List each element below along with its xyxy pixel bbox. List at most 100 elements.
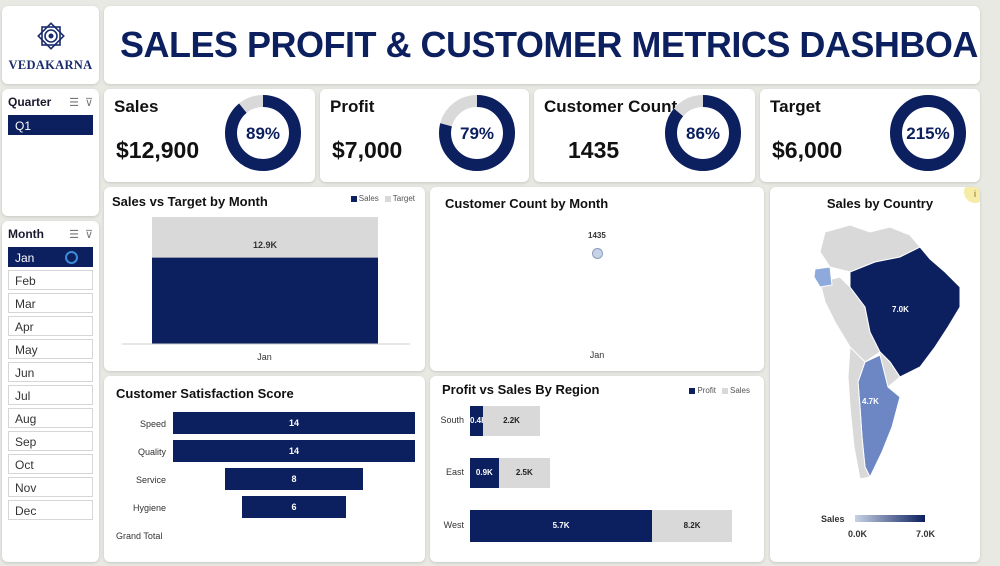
sales-bar bbox=[152, 257, 378, 344]
quarter-slicer: Quarter ☰ ⊽ Q1 bbox=[2, 89, 99, 216]
x-tick-label: Jan bbox=[257, 352, 272, 362]
map-region-chile bbox=[847, 345, 871, 480]
sales-data-label: 2.2K bbox=[503, 416, 520, 425]
point-data-label: 1435 bbox=[588, 231, 606, 240]
logo-card: VEDAKARNA bbox=[2, 6, 99, 84]
legend-target: Target bbox=[392, 194, 415, 203]
kpi-value: $6,000 bbox=[772, 137, 843, 163]
month-item[interactable]: Aug bbox=[8, 408, 93, 428]
kpi-value: 1435 bbox=[568, 137, 620, 163]
donut-percent-label: 86% bbox=[686, 124, 720, 143]
map-legend-title: Sales bbox=[821, 514, 845, 524]
month-slicer-title: Month bbox=[8, 227, 44, 241]
kpi-card-target: Target $6,000 215% bbox=[760, 89, 980, 182]
bar-data-label: 12.9K bbox=[252, 239, 278, 250]
profit-vs-sales-panel: Profit vs Sales By Region Profit Sales S… bbox=[430, 376, 764, 562]
profit-bar[interactable]: 5.7K bbox=[470, 510, 653, 542]
month-item[interactable]: Apr bbox=[8, 316, 93, 336]
x-tick-label: Jan bbox=[589, 350, 605, 360]
panel-title: Customer Satisfaction Score bbox=[116, 386, 294, 401]
profit-bar[interactable]: 0.9K bbox=[470, 458, 499, 488]
donut-fill bbox=[225, 95, 301, 171]
region-label: South bbox=[440, 415, 464, 425]
title-card: SALES PROFIT & CUSTOMER METRICS DASHBOAR… bbox=[104, 6, 980, 84]
category-label: Service bbox=[135, 475, 166, 485]
sales-data-label: 8.2K bbox=[683, 521, 701, 530]
south-america-map bbox=[813, 224, 961, 522]
kpi-label: Customer Count bbox=[544, 97, 678, 116]
map-legend-gradient bbox=[855, 515, 925, 522]
panel-title: Sales by Country bbox=[826, 196, 934, 211]
clear-filter-icon[interactable]: ⊽ bbox=[84, 96, 93, 109]
funnel-bar[interactable]: 14 bbox=[173, 412, 415, 434]
kpi-card-sales: Sales $12,900 89% bbox=[104, 89, 315, 182]
month-item[interactable]: Mar bbox=[8, 293, 93, 313]
kpi-label: Target bbox=[770, 97, 821, 116]
profit-bar[interactable]: 0.4K bbox=[470, 406, 483, 436]
quarter-slicer-title: Quarter bbox=[8, 95, 52, 109]
sales-data-label: 2.5K bbox=[515, 468, 533, 477]
sales-vs-target-panel: Sales vs Target by Month Sales Target 12… bbox=[104, 187, 425, 371]
clear-filter-icon[interactable]: ⊽ bbox=[84, 228, 93, 241]
logo-emblem-icon bbox=[36, 21, 65, 50]
map-legend-min: 0.0K bbox=[848, 529, 868, 539]
legend-sales: Sales bbox=[358, 194, 379, 203]
map-region-ecuador bbox=[813, 266, 833, 288]
panel-title: Profit vs Sales By Region bbox=[442, 382, 600, 397]
category-label: Hygiene bbox=[132, 503, 166, 513]
kpi-value: $12,900 bbox=[116, 137, 200, 163]
kpi-value: $7,000 bbox=[332, 137, 403, 163]
month-item[interactable]: Nov bbox=[8, 477, 93, 497]
donut-fill bbox=[665, 95, 741, 171]
donut-percent-label: 79% bbox=[460, 124, 494, 143]
region-label: West bbox=[443, 520, 464, 530]
donut-fill bbox=[890, 95, 966, 171]
grand-total-label: Grand Total bbox=[116, 531, 163, 541]
month-item[interactable]: Oct bbox=[8, 454, 93, 474]
month-item[interactable]: Feb bbox=[8, 270, 93, 290]
funnel-bar[interactable]: 14 bbox=[173, 440, 415, 462]
multi-select-icon[interactable]: ☰ bbox=[69, 96, 79, 109]
month-item[interactable]: Dec bbox=[8, 500, 93, 520]
month-item[interactable]: Jan bbox=[8, 247, 93, 267]
chart-legend: Profit Sales bbox=[689, 386, 750, 395]
legend-sales: Sales bbox=[729, 386, 750, 395]
multi-select-icon[interactable]: ☰ bbox=[69, 228, 79, 241]
kpi-donut: 215% bbox=[890, 95, 966, 171]
map-legend-max: 7.0K bbox=[916, 529, 936, 539]
legend-profit: Profit bbox=[697, 386, 716, 395]
kpi-label: Sales bbox=[114, 97, 159, 116]
kpi-card-customer-count: Customer Count 1435 86% bbox=[534, 89, 755, 182]
panel-title: Sales vs Target by Month bbox=[112, 194, 268, 209]
map-region-brazil bbox=[849, 246, 961, 378]
month-item[interactable]: May bbox=[8, 339, 93, 359]
sales-by-country-panel: Sales by Country i 7.0K 4.7K Sales 0.0K … bbox=[770, 187, 980, 562]
kpi-donut: 86% bbox=[665, 95, 741, 171]
donut-percent-label: 215% bbox=[906, 124, 949, 143]
funnel-bar[interactable]: 6 bbox=[242, 496, 346, 518]
sales-vs-target-chart bbox=[122, 217, 410, 345]
category-label: Speed bbox=[139, 419, 166, 429]
funnel-bar[interactable]: 8 bbox=[224, 468, 364, 490]
donut-percent-label: 89% bbox=[246, 124, 280, 143]
panel-title: Customer Count by Month bbox=[445, 196, 609, 211]
region-label: East bbox=[445, 467, 464, 477]
customer-count-panel: Customer Count by Month 1435 Jan bbox=[430, 187, 764, 371]
kpi-label: Profit bbox=[330, 97, 375, 116]
data-point[interactable] bbox=[592, 248, 603, 259]
satisfaction-panel: Customer Satisfaction Score Speed 14 Quali… bbox=[104, 376, 425, 562]
month-item[interactable]: Jul bbox=[8, 385, 93, 405]
page-title: SALES PROFIT & CUSTOMER METRICS DASHBOAR… bbox=[120, 24, 980, 65]
kpi-card-profit: Profit $7,000 79% bbox=[320, 89, 529, 182]
month-item[interactable]: Sep bbox=[8, 431, 93, 451]
month-slicer: Month ☰ ⊽ Jan Feb Mar Apr May Jun Jul Au… bbox=[2, 221, 99, 562]
logo-name: VEDAKARNA bbox=[8, 57, 93, 72]
info-icon[interactable]: i bbox=[964, 187, 980, 203]
month-item[interactable]: Jun bbox=[8, 362, 93, 382]
quarter-item-q1[interactable]: Q1 bbox=[8, 115, 93, 135]
category-label: Quality bbox=[137, 447, 166, 457]
map-data-label: 7.0K bbox=[892, 305, 909, 314]
cursor-ring-icon bbox=[65, 251, 78, 264]
donut-fill bbox=[439, 95, 515, 171]
chart-legend: Sales Target bbox=[350, 194, 415, 203]
